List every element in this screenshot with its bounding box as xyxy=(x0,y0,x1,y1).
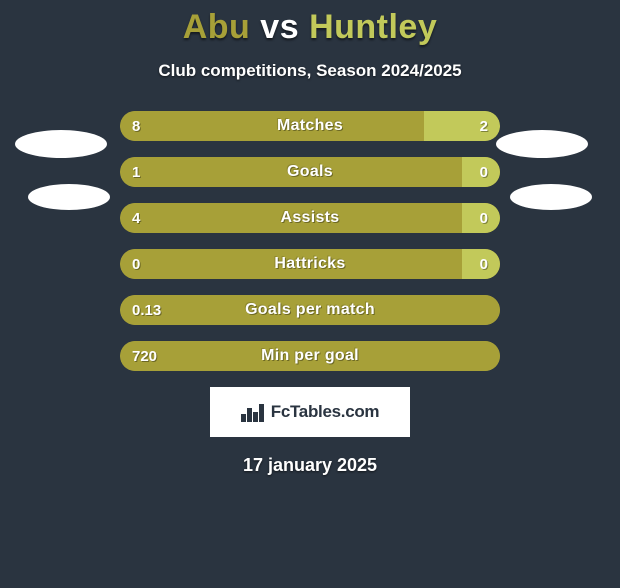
player2-name: Huntley xyxy=(309,8,437,46)
stat-label: Hattricks xyxy=(120,249,500,279)
stat-row: 0.13Goals per match xyxy=(120,295,500,325)
brand-bars-icon xyxy=(241,402,265,422)
player1-name: Abu xyxy=(183,8,251,46)
brand-badge: FcTables.com xyxy=(210,387,410,437)
date-text: 17 january 2025 xyxy=(0,455,620,476)
stat-row: 40Assists xyxy=(120,203,500,233)
decorative-ellipse xyxy=(28,184,110,210)
stat-label: Goals per match xyxy=(120,295,500,325)
stat-label: Assists xyxy=(120,203,500,233)
vs-text: vs xyxy=(260,8,299,46)
stats-chart: 82Matches 10Goals 40Assists 00Hattricks 0.13… xyxy=(120,111,500,371)
stat-row: 00Hattricks xyxy=(120,249,500,279)
stat-row: 720Min per goal xyxy=(120,341,500,371)
stat-label: Goals xyxy=(120,157,500,187)
stat-row: 10Goals xyxy=(120,157,500,187)
subtitle: Club competitions, Season 2024/2025 xyxy=(0,61,620,81)
stat-row: 82Matches xyxy=(120,111,500,141)
brand-text: FcTables.com xyxy=(271,402,380,422)
decorative-ellipse xyxy=(510,184,592,210)
stat-label: Matches xyxy=(120,111,500,141)
page-title: Abu vs Huntley xyxy=(0,8,620,47)
stat-label: Min per goal xyxy=(120,341,500,371)
decorative-ellipse xyxy=(496,130,588,158)
decorative-ellipse xyxy=(15,130,107,158)
